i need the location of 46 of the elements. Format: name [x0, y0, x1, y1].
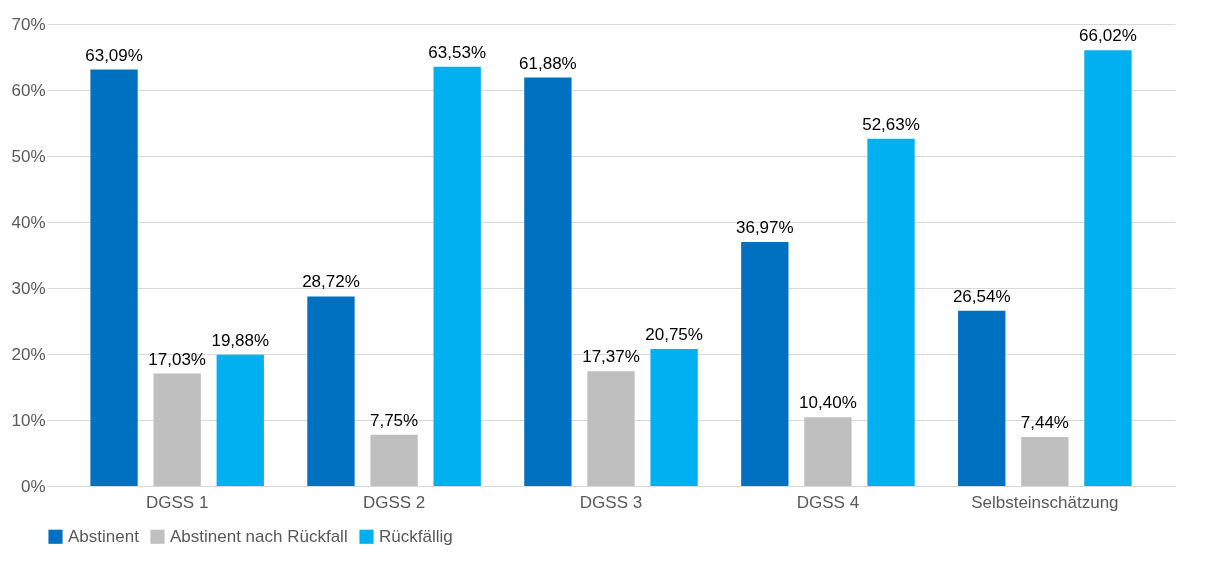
data-label: 63,09% [85, 45, 143, 65]
y-tick-label: 40% [11, 212, 46, 232]
y-tick-label: 60% [11, 80, 46, 100]
y-tick-label: 0% [20, 476, 46, 496]
bar [867, 138, 915, 486]
bar [524, 77, 572, 486]
data-label: 19,88% [211, 330, 270, 350]
bar [1084, 50, 1132, 486]
data-label: 20,75% [645, 325, 703, 345]
legend-label: Rückfällig [379, 526, 453, 546]
data-label: 10,40% [799, 393, 857, 413]
bar [587, 371, 635, 486]
legend-label: Abstinent nach Rückfall [170, 526, 348, 546]
y-tick-label: 30% [11, 278, 46, 298]
bar [433, 66, 481, 486]
bar [741, 242, 789, 486]
legend-label: Abstinent [68, 526, 140, 546]
bar [650, 349, 698, 486]
y-tick-label: 20% [11, 344, 46, 364]
x-tick-label: DGSS 2 [362, 492, 426, 512]
data-label: 61,88% [519, 53, 577, 73]
data-label: 28,72% [302, 272, 360, 292]
bar [153, 373, 201, 486]
x-tick-label: DGSS 3 [579, 492, 643, 512]
data-label: 17,03% [148, 349, 206, 369]
x-tick-label: DGSS 1 [145, 492, 209, 512]
y-tick-label: 50% [11, 146, 46, 166]
data-label: 7,75% [369, 410, 419, 430]
bar [216, 354, 264, 486]
data-label: 17,37% [582, 347, 640, 367]
y-tick-label: 70% [11, 14, 46, 34]
bar [370, 434, 418, 486]
data-label: 66,02% [1079, 26, 1137, 46]
data-label: 52,63% [862, 114, 920, 134]
y-tick-label: 10% [11, 410, 46, 430]
bar [1021, 436, 1069, 486]
data-label: 63,53% [428, 42, 487, 62]
bar [804, 417, 852, 486]
x-tick-label: DGSS 4 [796, 492, 860, 512]
bar [307, 296, 355, 486]
bar [90, 69, 138, 486]
data-label: 36,97% [735, 218, 794, 237]
data-label: 26,54% [952, 286, 1011, 306]
data-label: 7,44% [1020, 412, 1069, 432]
x-tick-label: Selbsteinschätzung [971, 492, 1119, 512]
bar [958, 310, 1006, 486]
